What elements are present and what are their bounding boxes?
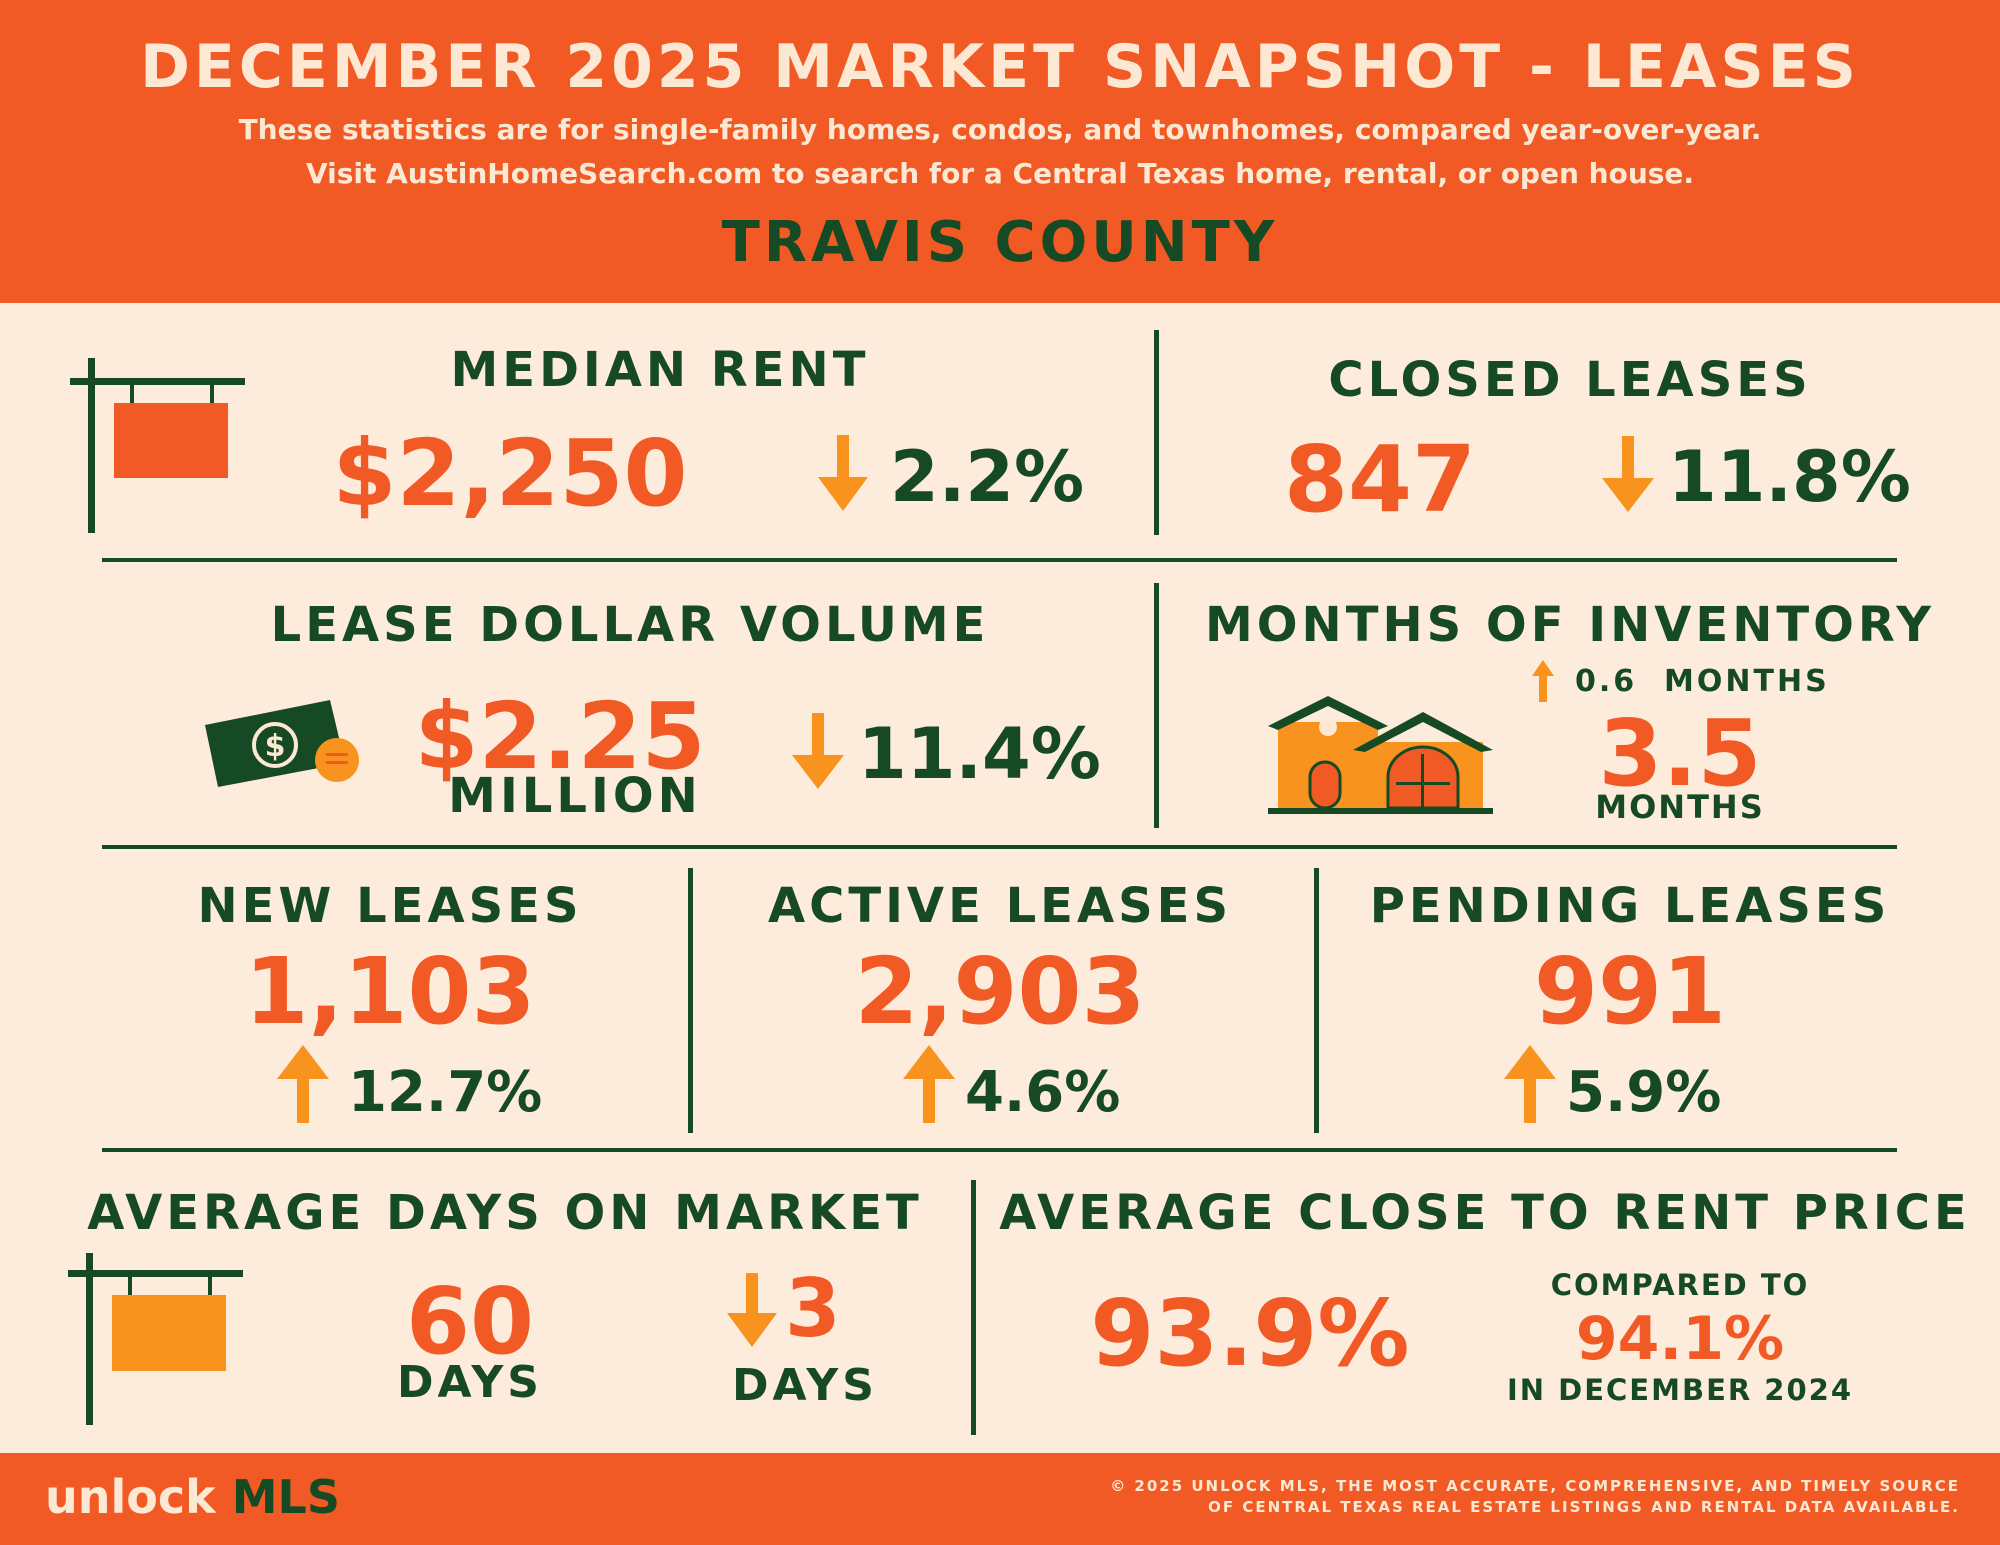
divider-horizontal xyxy=(102,1148,1897,1152)
page-title: DECEMBER 2025 MARKET SNAPSHOT - LEASES xyxy=(140,32,1860,102)
arrow-down-icon xyxy=(1602,436,1654,512)
hanging-sign-icon xyxy=(68,1253,243,1425)
pending-leases-change: 5.9% xyxy=(1566,1060,1722,1125)
days-on-market-unit: DAYS xyxy=(397,1357,543,1408)
money-icon: $ xyxy=(205,700,359,787)
active-leases-change: 4.6% xyxy=(965,1060,1121,1125)
arrow-up-icon xyxy=(277,1045,329,1123)
lease-volume-unit: MILLION xyxy=(448,768,702,824)
divider-horizontal xyxy=(102,845,1897,849)
closed-leases-label: CLOSED LEASES xyxy=(1328,352,1812,408)
divider-vertical xyxy=(1314,868,1319,1133)
close-to-rent-label: AVERAGE CLOSE TO RENT PRICE xyxy=(999,1185,1971,1241)
closed-leases-value: 847 xyxy=(1283,426,1477,533)
arrow-down-icon xyxy=(727,1273,777,1347)
new-leases-value: 1,103 xyxy=(244,938,536,1045)
subtitle-line-2: Visit AustinHomeSearch.com to search for… xyxy=(305,157,1695,190)
days-on-market-label: AVERAGE DAYS ON MARKET xyxy=(87,1185,923,1241)
lease-volume-value: $2.25 xyxy=(414,683,706,790)
compare-value: 94.1% xyxy=(1575,1304,1785,1374)
svg-text:$: $ xyxy=(265,729,286,764)
active-leases-label: ACTIVE LEASES xyxy=(767,878,1233,934)
days-on-market-change: 3 xyxy=(785,1262,841,1355)
lease-volume-change: 11.4% xyxy=(858,713,1101,795)
compare-period: IN DECEMBER 2024 xyxy=(1506,1373,1854,1407)
months-inventory-value: 3.5 xyxy=(1598,700,1762,807)
days-on-market-value: 60 xyxy=(405,1268,535,1375)
median-rent-change: 2.2% xyxy=(890,436,1085,518)
hanging-sign-icon xyxy=(70,358,245,533)
compare-label: COMPARED TO xyxy=(1550,1268,1810,1302)
days-on-market-change-unit: DAYS xyxy=(732,1360,878,1411)
divider-vertical xyxy=(688,868,693,1133)
divider-horizontal xyxy=(102,558,1897,562)
header-banner xyxy=(0,0,2000,303)
arrow-up-icon xyxy=(1532,660,1554,702)
arrow-down-icon xyxy=(792,713,844,789)
new-leases-change: 12.7% xyxy=(348,1060,543,1125)
divider-vertical xyxy=(1154,583,1159,828)
footer-banner xyxy=(0,1453,2000,1545)
county-title: TRAVIS COUNTY xyxy=(721,210,1279,275)
pending-leases-value: 991 xyxy=(1533,938,1727,1045)
subtitle-line-1: These statistics are for single-family h… xyxy=(238,113,1762,146)
new-leases-label: NEW LEASES xyxy=(197,878,583,934)
median-rent-value: $2,250 xyxy=(332,420,688,527)
active-leases-value: 2,903 xyxy=(854,938,1146,1045)
lease-volume-label: LEASE DOLLAR VOLUME xyxy=(270,597,990,653)
divider-vertical xyxy=(1154,330,1159,535)
close-to-rent-value: 93.9% xyxy=(1090,1280,1410,1387)
months-inventory-unit: MONTHS xyxy=(1595,788,1765,826)
months-inventory-change: 0.6 MONTHS xyxy=(1575,664,1830,699)
arrow-up-icon xyxy=(903,1045,955,1123)
median-rent-label: MEDIAN RENT xyxy=(450,342,870,398)
closed-leases-change: 11.8% xyxy=(1668,436,1911,518)
divider-vertical xyxy=(971,1180,976,1435)
arrow-down-icon xyxy=(818,435,868,511)
house-icon xyxy=(1268,696,1493,814)
copyright-text: © 2025 UNLOCK MLS, THE MOST ACCURATE, CO… xyxy=(1110,1477,1960,1516)
arrow-up-icon xyxy=(1504,1045,1556,1123)
pending-leases-label: PENDING LEASES xyxy=(1369,878,1891,934)
months-inventory-label: MONTHS OF INVENTORY xyxy=(1204,597,1936,653)
logo: unlock MLS xyxy=(45,1470,340,1524)
